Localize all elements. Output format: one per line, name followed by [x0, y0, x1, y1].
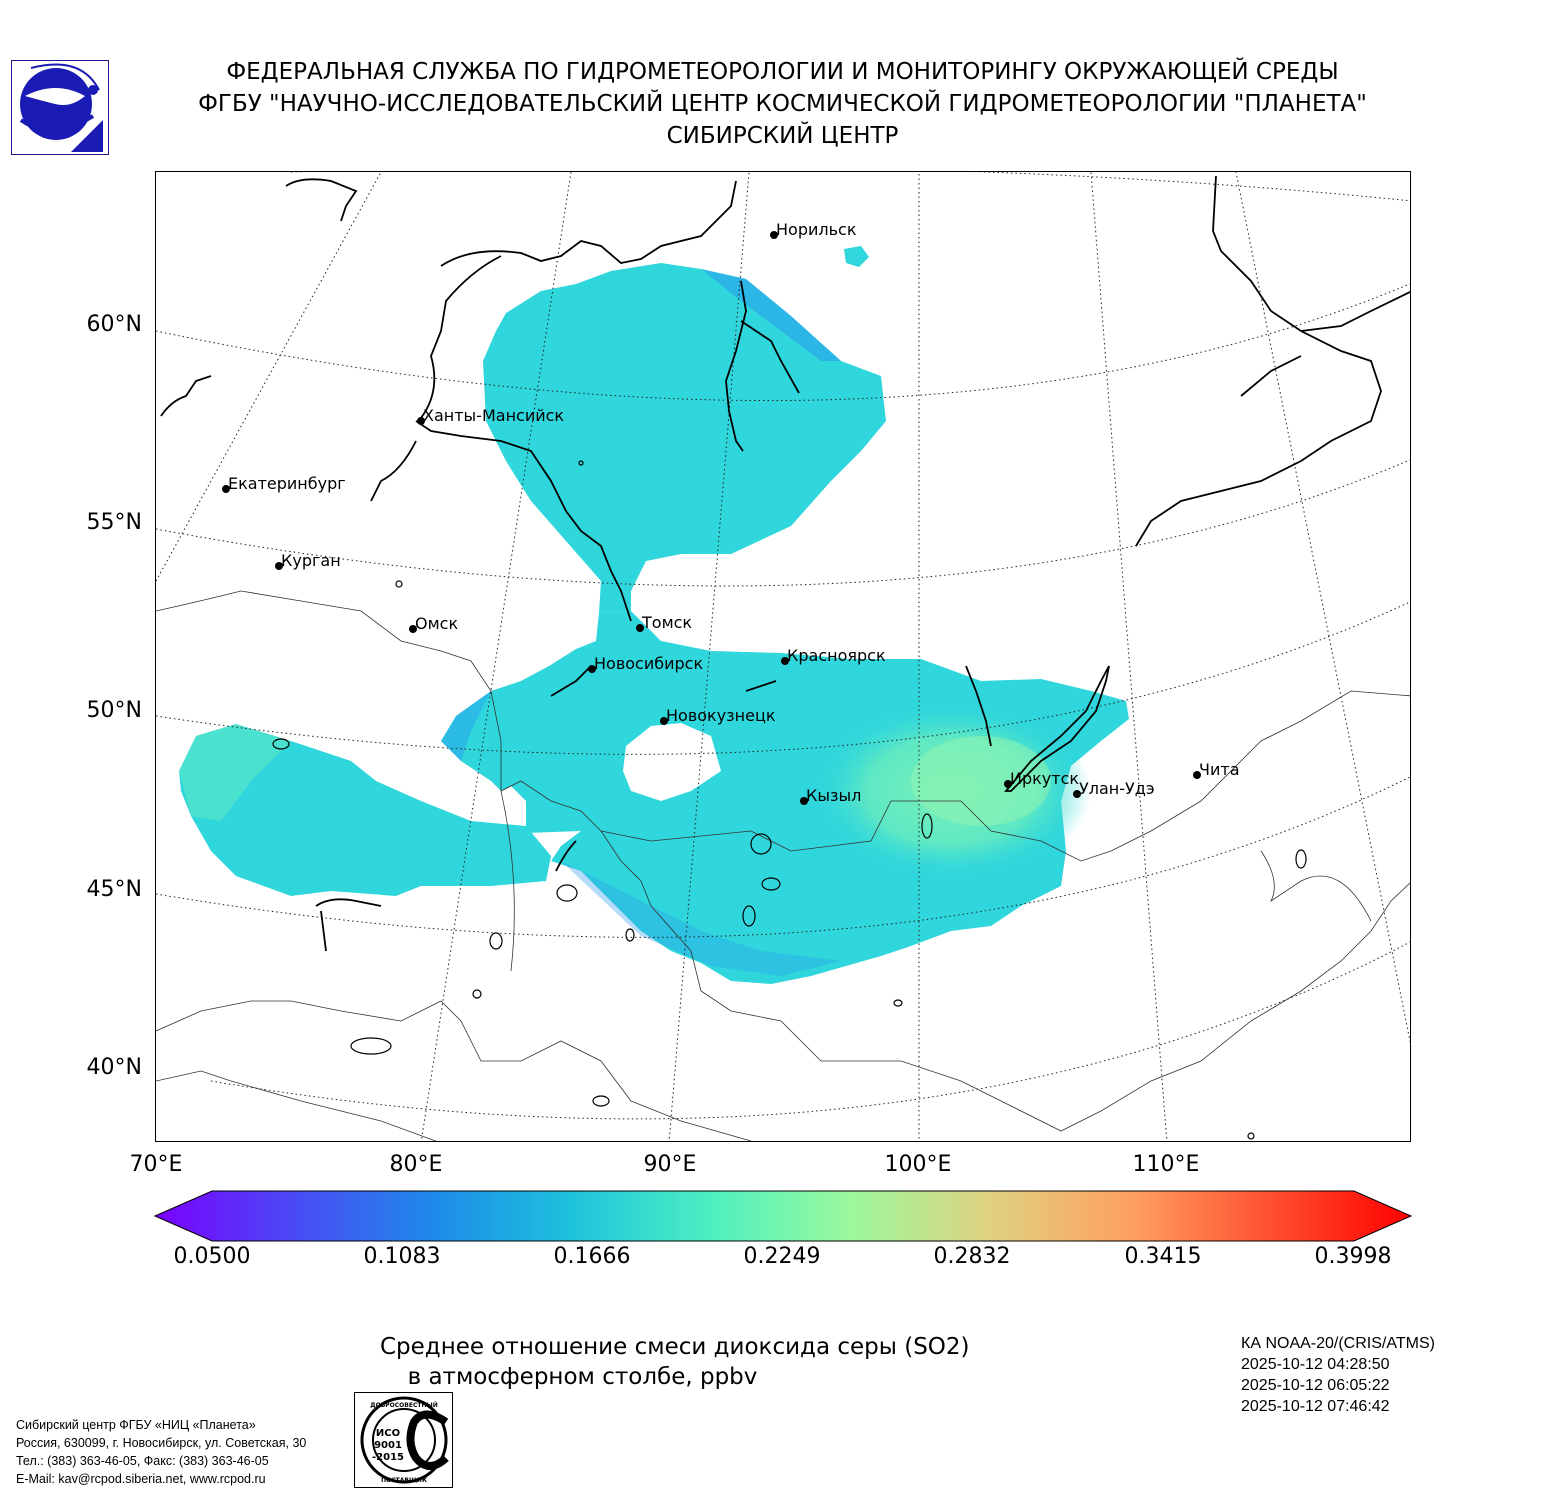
- header-line-3: СИБИРСКИЙ ЦЕНТР: [666, 123, 899, 149]
- city-marker-krasnoyarsk: [781, 657, 789, 665]
- caption-line-2: в атмосферном столбе, ppbv: [380, 1362, 785, 1393]
- satellite-name: КА NOAA-20/(CRIS/ATMS): [1241, 1335, 1435, 1352]
- city-marker-novokuznetsk: [660, 717, 668, 725]
- caption-line-2-text: в атмосферном столбе, ppbv: [407, 1364, 758, 1390]
- colorbar-tick-3: 0.2249: [743, 1244, 821, 1269]
- city-marker-kurgan: [275, 562, 283, 570]
- colorbar-tick-0: 0.0500: [173, 1244, 251, 1269]
- planeta-logo: [11, 60, 109, 155]
- header-line-2: ФГБУ "НАУЧНО-ИССЛЕДОВАТЕЛЬСКИЙ ЦЕНТР КОС…: [198, 91, 1367, 117]
- lon-label-110: 110°E: [1132, 1152, 1200, 1177]
- city-label-irkutsk: Иркутск: [1010, 769, 1079, 788]
- city-label-novosibirsk: Новосибирск: [594, 654, 703, 673]
- footer-line-4: E-Mail: kav@rcpod.siberia.net, www.rcpod…: [16, 1472, 266, 1486]
- city-norilsk: Норильск: [770, 220, 857, 239]
- iso-label: ИСО: [376, 1428, 400, 1439]
- city-marker-khanty-mansiysk: [417, 417, 425, 425]
- iso-top-text: ДОБРОСОВЕСТНЫЙ: [370, 1401, 437, 1409]
- lon-label-70: 70°E: [129, 1152, 183, 1177]
- city-label-yekaterinburg: Екатеринбург: [228, 474, 346, 493]
- graticule: [156, 172, 1410, 1141]
- city-marker-omsk: [409, 625, 417, 633]
- colorbar: [154, 1190, 1412, 1242]
- colorbar-gradient: [154, 1190, 1412, 1242]
- city-marker-irkutsk: [1004, 780, 1012, 788]
- city-novokuznetsk: Новокузнецк: [660, 706, 776, 725]
- coastlines: [160, 175, 1410, 952]
- caption-line-1: Среднее отношение смеси диоксида серы (S…: [380, 1332, 970, 1363]
- satellite-info: КА NOAA-20/(CRIS/ATMS) 2025-10-12 04:28:…: [1241, 1333, 1435, 1417]
- footer-line-2: Россия, 630099, г. Новосибирск, ул. Сове…: [16, 1436, 307, 1450]
- lat-label-50: 50°N: [86, 698, 142, 723]
- colorbar-tick-4: 0.2832: [933, 1244, 1011, 1269]
- city-label-norilsk: Норильск: [776, 220, 857, 239]
- satellite-time-1: 2025-10-12 04:28:50: [1241, 1356, 1390, 1373]
- lat-label-55: 55°N: [86, 510, 142, 535]
- city-marker-yekaterinburg: [222, 485, 230, 493]
- city-label-kyzyl: Кызыл: [806, 786, 861, 805]
- city-label-tomsk: Томск: [641, 613, 692, 632]
- map-panel: Норильск Ханты-Мансийск Екатеринбург Кур…: [155, 171, 1411, 1142]
- lat-label-45: 45°N: [86, 877, 142, 902]
- city-marker-tomsk: [636, 624, 644, 632]
- city-ulan-ude: Улан-Удэ: [1073, 779, 1155, 798]
- city-khanty-mansiysk: Ханты-Мансийск: [417, 406, 564, 425]
- satellite-time-3: 2025-10-12 07:46:42: [1241, 1398, 1390, 1415]
- footer-line-3: Тел.: (383) 363-46-05, Факс: (383) 363-4…: [16, 1454, 269, 1468]
- satellite-time-2: 2025-10-12 06:05:22: [1241, 1377, 1390, 1394]
- lat-label-40: 40°N: [86, 1055, 142, 1080]
- city-novosibirsk: Новосибирск: [588, 654, 703, 673]
- city-tomsk: Томск: [636, 613, 692, 632]
- city-omsk: Омск: [409, 614, 458, 633]
- city-kurgan: Курган: [275, 551, 341, 570]
- iso-year: -2015: [372, 1452, 404, 1463]
- colorbar-tick-1: 0.1083: [363, 1244, 441, 1269]
- lon-label-100: 100°E: [884, 1152, 952, 1177]
- city-irkutsk: Иркутск: [1004, 769, 1079, 788]
- colorbar-tick-5: 0.3415: [1124, 1244, 1202, 1269]
- footer-contacts: Сибирский центр ФГБУ «НИЦ «Планета» Росс…: [16, 1416, 306, 1488]
- city-krasnoyarsk: Красноярск: [781, 646, 886, 665]
- city-label-krasnoyarsk: Красноярск: [787, 646, 886, 665]
- city-label-kurgan: Курган: [281, 551, 341, 570]
- lakes: [272, 460, 1307, 1140]
- city-marker-ulan-ude: [1073, 790, 1081, 798]
- city-label-ulan-ude: Улан-Удэ: [1079, 779, 1155, 798]
- header-line-1: ФЕДЕРАЛЬНАЯ СЛУЖБА ПО ГИДРОМЕТЕОРОЛОГИИ …: [226, 59, 1339, 85]
- iso-number: 9001: [374, 1440, 402, 1451]
- city-marker-novosibirsk: [588, 665, 596, 673]
- lat-label-60: 60°N: [86, 312, 142, 337]
- colorbar-tick-6: 0.3998: [1314, 1244, 1392, 1269]
- lon-label-90: 90°E: [643, 1152, 697, 1177]
- city-marker-chita: [1193, 771, 1201, 779]
- country-borders: [156, 590, 1410, 1141]
- footer-line-1: Сибирский центр ФГБУ «НИЦ «Планета»: [16, 1418, 256, 1432]
- city-marker-kyzyl: [800, 797, 808, 805]
- cities: Норильск Ханты-Мансийск Екатеринбург Кур…: [222, 220, 1240, 805]
- so2-field: [179, 246, 1129, 984]
- city-label-omsk: Омск: [415, 614, 458, 633]
- colorbar-tick-2: 0.1666: [553, 1244, 631, 1269]
- city-yekaterinburg: Екатеринбург: [222, 474, 346, 493]
- city-chita: Чита: [1193, 760, 1240, 779]
- lon-label-80: 80°E: [389, 1152, 443, 1177]
- city-label-chita: Чита: [1199, 760, 1240, 779]
- city-kyzyl: Кызыл: [800, 786, 861, 805]
- map-canvas: Норильск Ханты-Мансийск Екатеринбург Кур…: [156, 172, 1410, 1141]
- city-label-novokuznetsk: Новокузнецк: [666, 706, 776, 725]
- city-marker-norilsk: [770, 231, 778, 239]
- iso-9001-badge: ИСО 9001 -2015 ДОБРОСОВЕСТНЫЙ ПОСТАВЩИК: [354, 1392, 453, 1488]
- city-label-khanty-mansiysk: Ханты-Мансийск: [423, 406, 564, 425]
- iso-bottom-text: ПОСТАВЩИК: [381, 1477, 427, 1484]
- caption-line-1-text: Среднее отношение смеси диоксида серы (S…: [380, 1334, 970, 1360]
